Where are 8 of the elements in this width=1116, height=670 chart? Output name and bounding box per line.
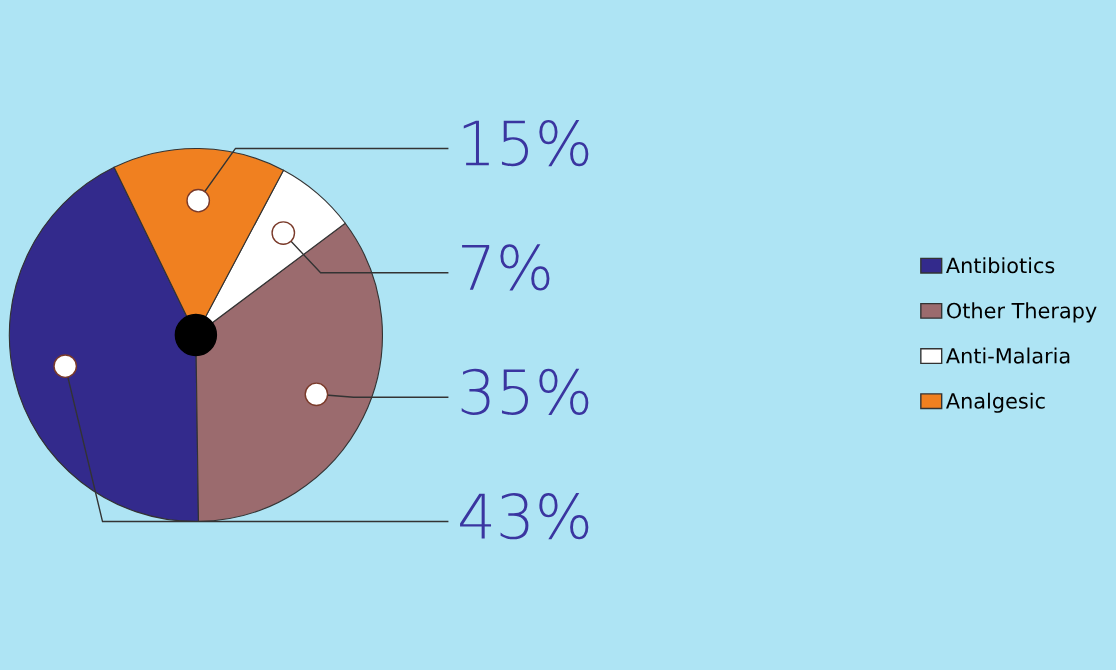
legend-label: Anti-Malaria <box>946 347 1070 364</box>
data-label: 7% <box>462 244 550 291</box>
data-label: 15% <box>463 119 589 167</box>
legend-label: Analgesic <box>946 392 1045 413</box>
data-label: 35% <box>461 368 589 415</box>
legend-label: Other Therapy <box>947 302 1097 323</box>
legend-label: Antibiotics <box>946 257 1055 274</box>
data-label: 43% <box>460 493 589 540</box>
